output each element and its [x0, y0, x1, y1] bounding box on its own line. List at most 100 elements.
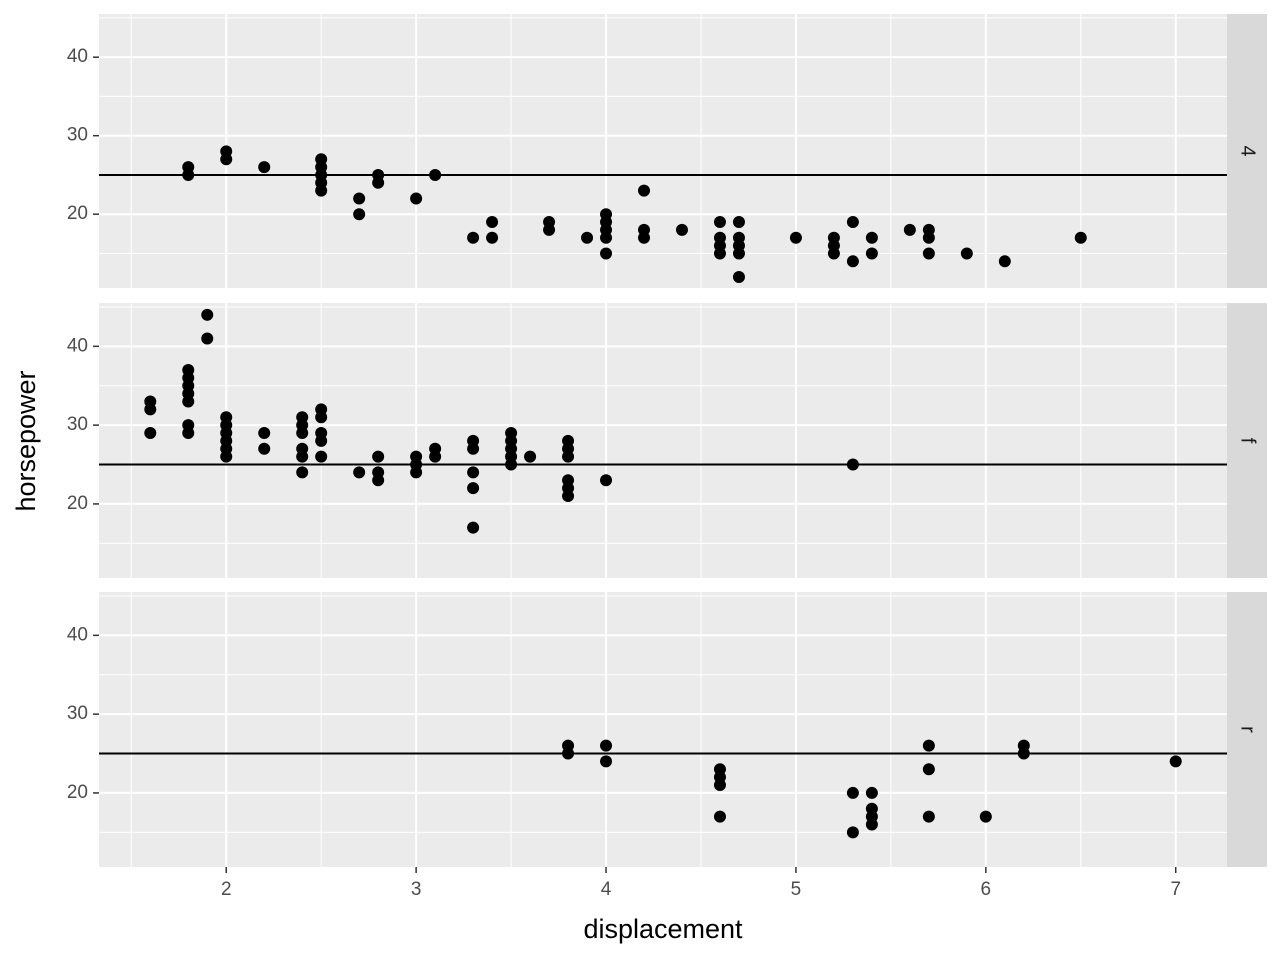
point	[922, 231, 935, 244]
point	[467, 521, 480, 534]
point	[410, 192, 423, 205]
strip-label: r	[1237, 726, 1259, 733]
point	[713, 779, 726, 792]
y-tick-label: 20	[67, 782, 88, 803]
point	[979, 810, 992, 823]
point	[600, 739, 613, 752]
strip-background	[1227, 14, 1267, 288]
point	[581, 231, 594, 244]
point	[922, 247, 935, 260]
point	[486, 231, 499, 244]
y-tick-label: 30	[67, 414, 88, 435]
point	[1074, 231, 1087, 244]
x-tick-label: 5	[791, 879, 802, 900]
point	[296, 466, 309, 479]
point	[296, 450, 309, 463]
point	[846, 216, 859, 229]
x-tick-label: 6	[981, 879, 992, 900]
point	[562, 747, 575, 760]
point	[543, 223, 556, 236]
point	[467, 442, 480, 455]
point	[315, 434, 328, 447]
point	[846, 458, 859, 471]
y-tick-label: 30	[67, 703, 88, 724]
point	[315, 450, 328, 463]
point	[258, 427, 271, 440]
point	[600, 247, 613, 260]
x-tick-label: 3	[411, 879, 422, 900]
point	[846, 786, 859, 799]
y-tick-label: 40	[67, 335, 88, 356]
point	[144, 427, 157, 440]
point	[372, 474, 385, 487]
point	[467, 231, 480, 244]
point	[846, 255, 859, 268]
y-tick-label: 20	[67, 203, 88, 224]
point	[410, 466, 423, 479]
point	[675, 223, 688, 236]
point	[713, 247, 726, 260]
point	[562, 490, 575, 503]
point	[182, 168, 195, 181]
point	[562, 450, 575, 463]
point	[372, 176, 385, 189]
point	[201, 308, 214, 321]
y-tick-label: 40	[67, 46, 88, 67]
point	[220, 153, 233, 166]
point	[960, 247, 973, 260]
point	[524, 450, 537, 463]
point	[201, 332, 214, 345]
panel-background	[99, 14, 1227, 288]
point	[922, 810, 935, 823]
point	[429, 168, 442, 181]
point	[486, 216, 499, 229]
point	[922, 763, 935, 776]
point	[713, 810, 726, 823]
point	[1017, 747, 1030, 760]
x-tick-label: 2	[221, 879, 232, 900]
strip-background	[1227, 303, 1267, 578]
strip-background	[1227, 592, 1267, 867]
point	[922, 739, 935, 752]
point	[315, 411, 328, 424]
point	[353, 208, 366, 221]
point	[998, 255, 1011, 268]
point	[865, 247, 878, 260]
point	[296, 427, 309, 440]
point	[713, 216, 726, 229]
x-tick-label: 7	[1170, 879, 1181, 900]
point	[144, 403, 157, 416]
x-tick-label: 4	[601, 879, 612, 900]
point	[600, 231, 613, 244]
point	[182, 395, 195, 408]
point	[600, 474, 613, 487]
point	[467, 466, 480, 479]
y-tick-label: 20	[67, 493, 88, 514]
point	[865, 231, 878, 244]
point	[600, 755, 613, 768]
panel-background	[99, 592, 1227, 867]
point	[372, 450, 385, 463]
y-tick-label: 30	[67, 125, 88, 146]
point	[467, 482, 480, 495]
point	[258, 161, 271, 174]
point	[846, 826, 859, 839]
point	[732, 247, 745, 260]
point	[182, 427, 195, 440]
point	[638, 231, 651, 244]
point	[732, 271, 745, 284]
point	[505, 458, 518, 471]
point	[638, 184, 651, 197]
point	[903, 223, 916, 236]
point	[732, 216, 745, 229]
point	[353, 192, 366, 205]
point	[827, 247, 840, 260]
point	[429, 450, 442, 463]
panel-background	[99, 303, 1227, 578]
point	[1169, 755, 1182, 768]
point	[258, 442, 271, 455]
point	[315, 184, 328, 197]
strip-label: 4	[1237, 145, 1259, 156]
strip-label: f	[1237, 438, 1259, 444]
